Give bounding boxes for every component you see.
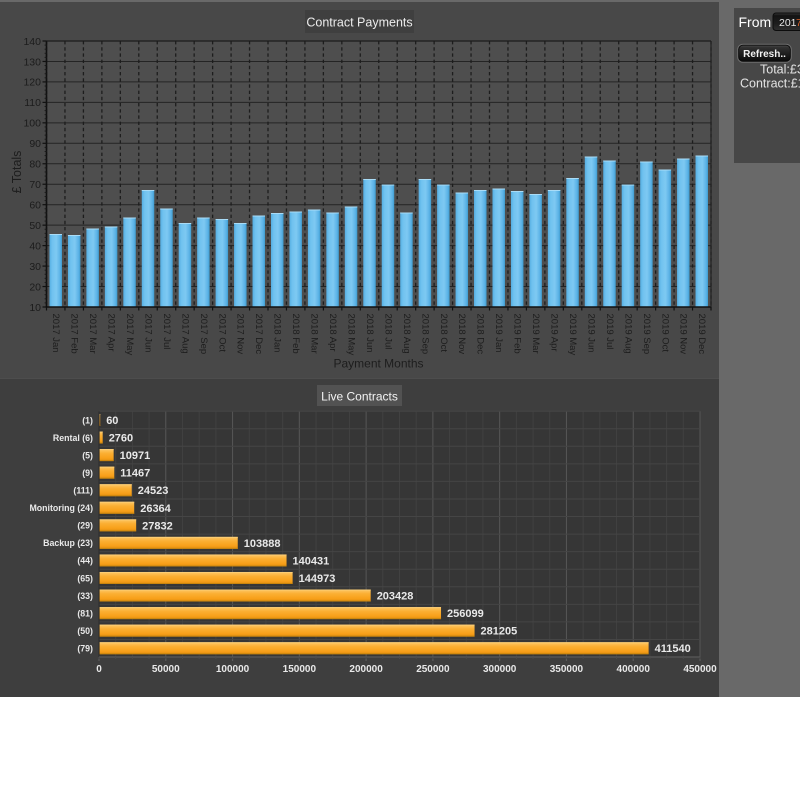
svg-text:250000: 250000: [416, 664, 450, 675]
svg-text:Live Contracts: Live Contracts: [321, 390, 398, 404]
svg-text:Backup (23): Backup (23): [43, 538, 93, 548]
svg-text:(65): (65): [77, 573, 93, 583]
svg-text:2018 Mar: 2018 Mar: [309, 314, 320, 354]
svg-text:100000: 100000: [216, 664, 250, 675]
svg-text:2018 Nov: 2018 Nov: [456, 314, 467, 355]
svg-text:2017 Oct: 2017 Oct: [216, 314, 227, 353]
svg-text:411540: 411540: [655, 643, 691, 655]
svg-text:200000: 200000: [349, 664, 383, 675]
svg-text:Contract Payments: Contract Payments: [306, 16, 412, 30]
svg-text:10: 10: [29, 302, 41, 314]
svg-text:2019 Aug: 2019 Aug: [622, 314, 633, 354]
svg-text:144973: 144973: [299, 573, 336, 585]
svg-text:2017 Sep: 2017 Sep: [198, 314, 209, 355]
svg-text:2018 Oct: 2018 Oct: [438, 314, 449, 353]
svg-text:2018 Apr: 2018 Apr: [327, 314, 338, 352]
svg-text:80: 80: [29, 159, 41, 171]
svg-text:(29): (29): [77, 521, 93, 531]
svg-text:2017 Aug: 2017 Aug: [179, 314, 190, 354]
svg-text:27832: 27832: [142, 520, 173, 532]
svg-text:Refresh..: Refresh..: [743, 49, 786, 60]
svg-text:10971: 10971: [120, 450, 151, 462]
svg-text:20: 20: [29, 281, 41, 293]
svg-text:150000: 150000: [283, 664, 317, 675]
svg-text:(1): (1): [82, 415, 93, 425]
svg-text:2019 Dec: 2019 Dec: [696, 314, 707, 355]
svg-text:2019 Mar: 2019 Mar: [530, 314, 541, 354]
svg-text:300000: 300000: [483, 664, 517, 675]
svg-text:2018 Jul: 2018 Jul: [382, 314, 393, 350]
svg-text:2017 Nov: 2017 Nov: [235, 314, 246, 355]
svg-text:400000: 400000: [617, 664, 651, 675]
svg-text:11467: 11467: [120, 468, 150, 480]
svg-text:Total:£30284: Total:£30284: [760, 63, 800, 77]
svg-text:50000: 50000: [152, 664, 180, 675]
svg-text:103888: 103888: [244, 538, 281, 550]
svg-text:2017 Jun: 2017 Jun: [142, 314, 153, 353]
svg-text:2018 Sep: 2018 Sep: [419, 314, 430, 355]
svg-text:(44): (44): [77, 556, 93, 566]
svg-text:2018 Aug: 2018 Aug: [401, 314, 412, 354]
svg-text:2018 Jan: 2018 Jan: [272, 314, 283, 353]
svg-text:100: 100: [23, 118, 41, 130]
svg-text:(9): (9): [82, 468, 93, 478]
svg-text:(81): (81): [77, 608, 93, 618]
svg-text:Payment Months: Payment Months: [333, 357, 423, 371]
svg-text:60: 60: [106, 415, 118, 427]
svg-text:450000: 450000: [683, 664, 717, 675]
svg-text:2019 May: 2019 May: [567, 314, 578, 356]
svg-text:60: 60: [29, 199, 41, 211]
svg-text:2019 Feb: 2019 Feb: [512, 314, 523, 354]
svg-text:120: 120: [23, 77, 41, 89]
svg-text:26364: 26364: [140, 503, 171, 515]
svg-text:(5): (5): [82, 450, 93, 460]
svg-text:110: 110: [24, 97, 41, 109]
svg-text:2019 Sep: 2019 Sep: [641, 314, 652, 355]
svg-text:40: 40: [29, 240, 41, 252]
svg-text:50: 50: [29, 220, 41, 232]
svg-text:2017 Mar: 2017 Mar: [87, 314, 98, 354]
svg-text:70: 70: [29, 179, 41, 191]
svg-text:140431: 140431: [293, 555, 330, 567]
svg-text:140: 140: [23, 36, 41, 48]
svg-text:2019 Jan: 2019 Jan: [493, 314, 504, 353]
svg-text:2018 Jun: 2018 Jun: [364, 314, 375, 353]
svg-text:2017 Jan: 2017 Jan: [50, 314, 61, 353]
svg-text:2017 May: 2017 May: [124, 314, 135, 356]
svg-text:2017 Dec: 2017 Dec: [253, 314, 264, 355]
svg-text:£ Totals: £ Totals: [10, 151, 24, 194]
svg-text:2760: 2760: [109, 433, 133, 445]
svg-text:2017 Apr: 2017 Apr: [106, 314, 117, 352]
svg-text:2019 Jul: 2019 Jul: [604, 314, 615, 350]
svg-text:2018 Feb: 2018 Feb: [290, 314, 301, 354]
svg-text:2018 Dec: 2018 Dec: [475, 314, 486, 355]
svg-text:From: From: [739, 14, 772, 30]
svg-text:Contract:£19842: Contract:£19842: [740, 77, 800, 91]
svg-text:2019 Jun: 2019 Jun: [585, 314, 596, 353]
svg-text:7: 7: [796, 17, 800, 29]
svg-text:2019 Apr: 2019 Apr: [549, 314, 560, 352]
svg-text:2019 Oct: 2019 Oct: [659, 314, 670, 353]
svg-text:(111): (111): [73, 486, 93, 496]
svg-text:0: 0: [96, 664, 102, 675]
svg-text:30: 30: [29, 261, 41, 273]
svg-text:281205: 281205: [481, 626, 518, 638]
svg-text:Monitoring (24): Monitoring (24): [29, 503, 93, 513]
svg-text:2019 Nov: 2019 Nov: [678, 314, 689, 355]
svg-text:(50): (50): [77, 626, 93, 636]
svg-text:203428: 203428: [377, 591, 414, 603]
svg-text:201: 201: [779, 17, 797, 29]
svg-text:350000: 350000: [550, 664, 584, 675]
svg-text:24523: 24523: [138, 485, 169, 497]
svg-text:2017 Feb: 2017 Feb: [69, 314, 80, 354]
svg-text:(33): (33): [77, 591, 93, 601]
svg-text:256099: 256099: [447, 608, 484, 620]
svg-text:90: 90: [29, 138, 41, 150]
svg-text:2018 May: 2018 May: [345, 314, 356, 356]
svg-text:130: 130: [23, 56, 41, 68]
svg-text:(79): (79): [77, 644, 93, 654]
svg-text:2017 Jul: 2017 Jul: [161, 314, 172, 350]
svg-text:Rental (6): Rental (6): [53, 433, 93, 443]
